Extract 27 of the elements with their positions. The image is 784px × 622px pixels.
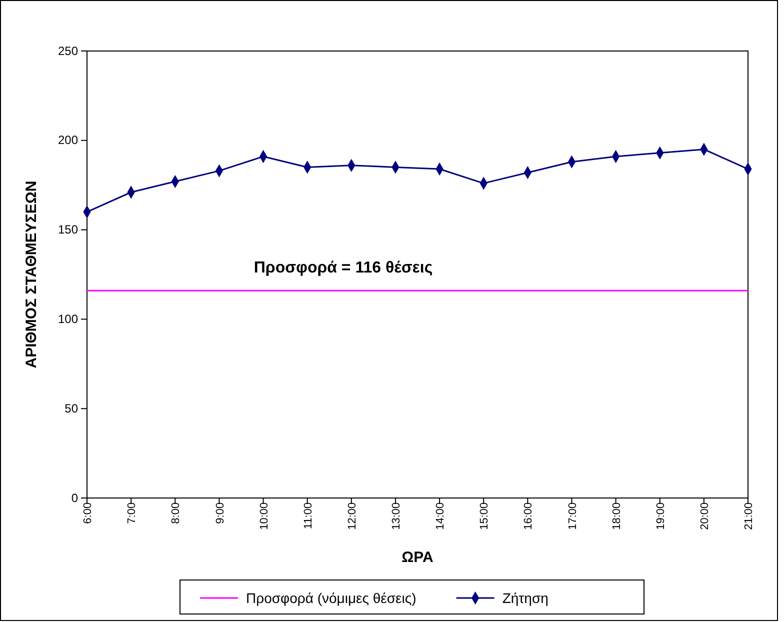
x-tick-label: 20:00 — [698, 502, 711, 530]
x-tick-label: 11:00 — [302, 502, 314, 530]
legend-label: Ζήτηση — [502, 590, 548, 606]
x-tick-label: 14:00 — [434, 502, 447, 530]
legend-label: Προσφορά (νόμιμες θέσεις) — [246, 590, 416, 606]
x-tick-label: 15:00 — [478, 502, 491, 530]
x-tick-label: 18:00 — [610, 502, 623, 530]
x-tick-label: 7:00 — [126, 502, 138, 524]
x-tick-label: 17:00 — [566, 502, 579, 530]
y-tick-label: 50 — [64, 401, 78, 416]
x-tick-label: 19:00 — [654, 502, 667, 530]
x-tick-label: 21:00 — [743, 502, 756, 530]
x-tick-label: 16:00 — [522, 502, 535, 530]
annotation: Προσφορά = 116 θέσεις — [254, 260, 433, 277]
x-tick-label: 12:00 — [346, 502, 358, 530]
x-tick-label: 8:00 — [170, 502, 182, 524]
y-tick-label: 100 — [58, 312, 78, 326]
y-tick-label: 150 — [58, 222, 78, 237]
x-tick-label: 9:00 — [214, 502, 226, 524]
x-axis-title: ΩΡΑ — [402, 549, 434, 566]
x-tick-label: 13:00 — [390, 502, 403, 530]
y-tick-label: 0 — [71, 490, 78, 505]
y-tick-label: 250 — [58, 44, 78, 58]
x-tick-label: 6:00 — [82, 502, 94, 524]
y-axis-title: ΑΡΙΘΜΟΣ ΣΤΑΘΜΕΥΣΕΩΝ — [23, 180, 40, 368]
x-tick-label: 10:00 — [258, 502, 270, 530]
y-tick-label: 200 — [58, 133, 78, 148]
